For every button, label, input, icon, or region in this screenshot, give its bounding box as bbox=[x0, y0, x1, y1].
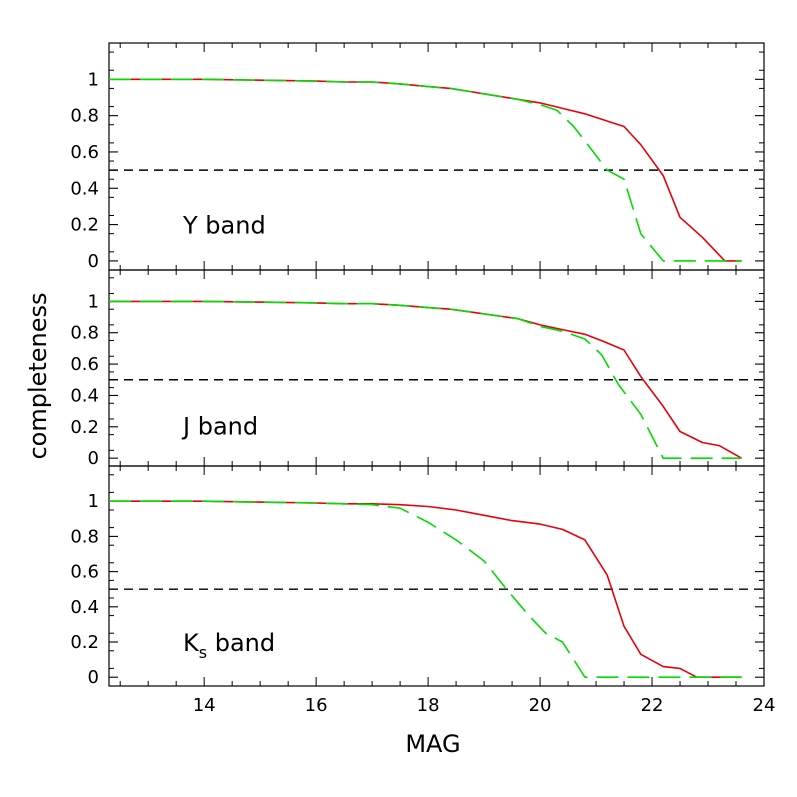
x-tick-label: 14 bbox=[193, 695, 216, 716]
band-label-suffix: band bbox=[198, 212, 266, 240]
band-label-main: K bbox=[183, 629, 200, 657]
series-line-dashed bbox=[109, 300, 742, 460]
x-tick-label: 16 bbox=[305, 695, 328, 716]
band-label-main: Y bbox=[182, 212, 198, 240]
y-tick-label: 0.8 bbox=[70, 323, 99, 344]
panel-1: 0 0.2 0.4 0.6 0.8 1 Y band bbox=[70, 42, 765, 272]
x-axis: 14 16 18 20 22 24 bbox=[193, 695, 776, 716]
band-label: Ks band bbox=[183, 629, 275, 662]
y-tick-label: 0.2 bbox=[70, 215, 99, 236]
y-tick-label: 0.8 bbox=[70, 526, 99, 547]
y-tick-label: 0.4 bbox=[70, 385, 99, 406]
panel-3: 0 0.2 0.4 0.6 0.8 1 Ks band bbox=[70, 465, 765, 688]
x-tick-label: 24 bbox=[753, 695, 776, 716]
x-tick-label: 22 bbox=[641, 695, 664, 716]
band-label: J band bbox=[181, 413, 258, 441]
y-tick-label: 0.2 bbox=[70, 632, 99, 653]
panel-frame bbox=[108, 465, 765, 687]
band-label-suffix: band bbox=[190, 413, 258, 441]
y-tick-label: 1 bbox=[88, 69, 99, 90]
y-tick-label: 0.6 bbox=[70, 142, 99, 163]
y-axis-title: completeness bbox=[24, 292, 52, 459]
y-tick-label: 0 bbox=[88, 448, 99, 469]
x-axis-title: MAG bbox=[405, 730, 460, 758]
y-tick-label: 0.4 bbox=[70, 178, 99, 199]
y-tick-label: 1 bbox=[88, 491, 99, 512]
band-label-main: J bbox=[181, 413, 190, 441]
y-tick-label: 0 bbox=[88, 251, 99, 272]
y-tick-label: 0 bbox=[88, 667, 99, 688]
series-line-dashed bbox=[109, 78, 742, 262]
y-tick-label: 1 bbox=[88, 291, 99, 312]
y-tick-label: 0.2 bbox=[70, 417, 99, 438]
band-label: Y band bbox=[182, 212, 266, 240]
series-line-dashed bbox=[109, 500, 742, 679]
y-tick-label: 0.4 bbox=[70, 597, 99, 618]
band-label-suffix: band bbox=[207, 629, 275, 657]
band-label-subscript: s bbox=[199, 643, 207, 662]
y-tick-label: 0.8 bbox=[70, 106, 99, 127]
x-tick-label: 20 bbox=[529, 695, 552, 716]
y-tick-label: 0.6 bbox=[70, 562, 99, 583]
x-tick-label: 18 bbox=[417, 695, 440, 716]
y-tick-label: 0.6 bbox=[70, 354, 99, 375]
panel-2: 0 0.2 0.4 0.6 0.8 1 J band bbox=[70, 269, 765, 469]
panels-group: 0 0.2 0.4 0.6 0.8 1 Y band 0 0.2 0.4 0.6 0.8 1 J band… bbox=[70, 42, 765, 688]
